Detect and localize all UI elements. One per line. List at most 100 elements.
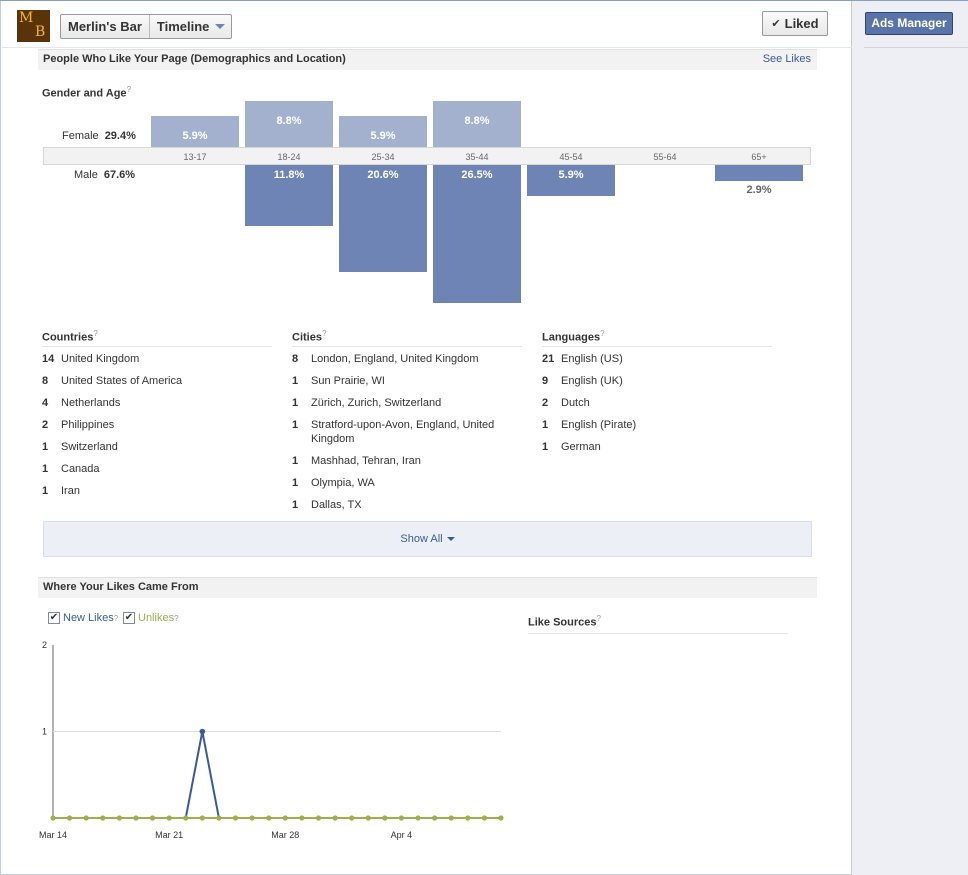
page-switcher[interactable]: Merlin's Bar Timeline (60, 14, 233, 39)
like-sources-title: Like Sources? (528, 614, 788, 634)
unlikes-point (448, 815, 454, 821)
page-logo[interactable]: M B (17, 10, 50, 42)
list-item: 1 Iran (42, 484, 272, 498)
age-tick-label: 65+ (751, 152, 767, 162)
list-item: 2 Philippines (42, 418, 272, 432)
chevron-down-icon (446, 537, 455, 542)
female-label: Female 29.4% (62, 130, 136, 142)
unlikes-point (282, 815, 288, 821)
x-tick-label: Apr 4 (391, 830, 413, 840)
right-sidebar: Ads Manager (852, 1, 968, 875)
item-name: Stratford-upon-Avon, England, United Kin… (311, 419, 495, 445)
check-icon: ✔ (771, 18, 781, 30)
page-name-button[interactable]: Merlin's Bar (61, 15, 150, 38)
age-tick-label: 13-17 (183, 152, 207, 162)
male-bar-label: 2.9% (746, 184, 772, 196)
item-name: English (Pirate) (561, 419, 637, 431)
countries-list: Countries? 14 United Kingdom 8 United State… (42, 327, 272, 506)
age-tick-label: 45-54 (559, 152, 583, 162)
item-count: 8 (292, 353, 299, 365)
unlikes-point (66, 815, 73, 821)
item-name: Olympia, WA (311, 477, 375, 489)
sidebar-divider (864, 47, 968, 48)
female-bar: 8.8% (245, 101, 333, 147)
male-bar (715, 165, 803, 181)
unlikes-point (299, 815, 305, 821)
liked-button[interactable]: ✔ Liked (762, 11, 828, 36)
list-item: 1 Sun Prairie, WI (292, 374, 522, 388)
timeline-dropdown[interactable]: Timeline (150, 15, 232, 38)
item-count: 1 (292, 397, 299, 409)
item-count: 1 (292, 375, 299, 387)
list-item: 4 Netherlands (42, 396, 272, 410)
cities-list: Cities? 8 London, England, United Kingdom… (292, 327, 522, 520)
x-tick-label: Mar 14 (39, 830, 67, 840)
list-item: 1 Dallas, TX (292, 498, 522, 512)
x-tick-label: Mar 28 (271, 830, 299, 840)
item-name: Dutch (561, 397, 590, 409)
female-bar: 5.9% (339, 116, 427, 147)
new-likes-toggle[interactable]: ✔ New Likes? (48, 612, 119, 624)
ads-manager-button[interactable]: Ads Manager (865, 12, 953, 35)
gender-age-title: Gender and Age? (42, 85, 132, 100)
unlikes-point (116, 815, 122, 821)
show-all-button[interactable]: Show All (43, 521, 812, 557)
list-item: 21 English (US) (542, 352, 772, 366)
help-icon[interactable]: ? (113, 613, 119, 623)
help-icon[interactable]: ? (174, 613, 179, 623)
list-item: 9 English (UK) (542, 374, 772, 388)
item-name: United States of America (61, 375, 183, 387)
help-icon[interactable]: ? (321, 329, 327, 338)
unlikes-point (266, 815, 272, 821)
male-label: Male 67.6% (74, 169, 136, 181)
male-bar: 5.9% (527, 165, 615, 196)
age-tick-label: 35-44 (465, 152, 489, 162)
list-item: 1 Stratford-upon-Avon, England, United Ki… (292, 418, 522, 446)
item-name: Dallas, TX (311, 499, 362, 511)
list-item: 2 Dutch (542, 396, 772, 410)
male-bar: 11.8% (245, 165, 333, 226)
item-name: Zürich, Zurich, Switzerland (311, 397, 442, 409)
checkbox-checked-icon[interactable]: ✔ (123, 612, 135, 624)
unlikes-point (232, 815, 239, 821)
unlikes-point (50, 815, 56, 821)
unlikes-point (249, 815, 255, 821)
item-count: 21 (542, 353, 555, 365)
list-item: 1 English (Pirate) (542, 418, 772, 432)
item-name: English (UK) (561, 375, 623, 387)
item-name: German (561, 441, 601, 453)
demographics-header: People Who Like Your Page (Demographics … (38, 49, 817, 70)
item-count: 4 (42, 397, 49, 409)
item-name: Switzerland (61, 441, 118, 453)
help-icon[interactable]: ? (93, 329, 98, 338)
age-tick-label: 18-24 (277, 152, 301, 162)
age-tick-label: 55-64 (653, 152, 677, 162)
list-item: 1 Switzerland (42, 440, 272, 454)
y-tick-label: 2 (42, 640, 47, 650)
help-icon[interactable]: ? (596, 614, 601, 623)
unlikes-point (465, 815, 471, 821)
see-likes-link[interactable]: See Likes (762, 53, 811, 65)
male-bar: 26.5% (433, 165, 521, 303)
list-item: 1 Olympia, WA (292, 476, 522, 490)
help-icon[interactable]: ? (600, 329, 605, 338)
unlikes-point (83, 815, 89, 821)
new-likes-point (199, 728, 206, 735)
section-title: People Who Like Your Page (Demographics … (43, 53, 346, 65)
list-item: 1 German (542, 440, 772, 454)
list-item: 1 Mashhad, Tehran, Iran (292, 454, 522, 468)
item-name: English (US) (561, 353, 623, 365)
help-icon[interactable]: ? (126, 85, 132, 94)
item-name: Philippines (61, 419, 115, 431)
age-tick-label: 25-34 (371, 152, 395, 162)
item-count: 9 (542, 375, 549, 387)
section-title: Where Your Likes Came From (43, 581, 199, 593)
item-count: 1 (42, 441, 49, 453)
unlikes-toggle[interactable]: ✔ Unlikes? (123, 612, 179, 624)
checkbox-checked-icon[interactable]: ✔ (48, 612, 60, 624)
y-tick-label: 1 (42, 727, 47, 737)
male-bar: 20.6% (339, 165, 427, 272)
unlikes-point (332, 815, 338, 821)
unlikes-point (216, 815, 222, 821)
unlikes-point (133, 815, 139, 821)
